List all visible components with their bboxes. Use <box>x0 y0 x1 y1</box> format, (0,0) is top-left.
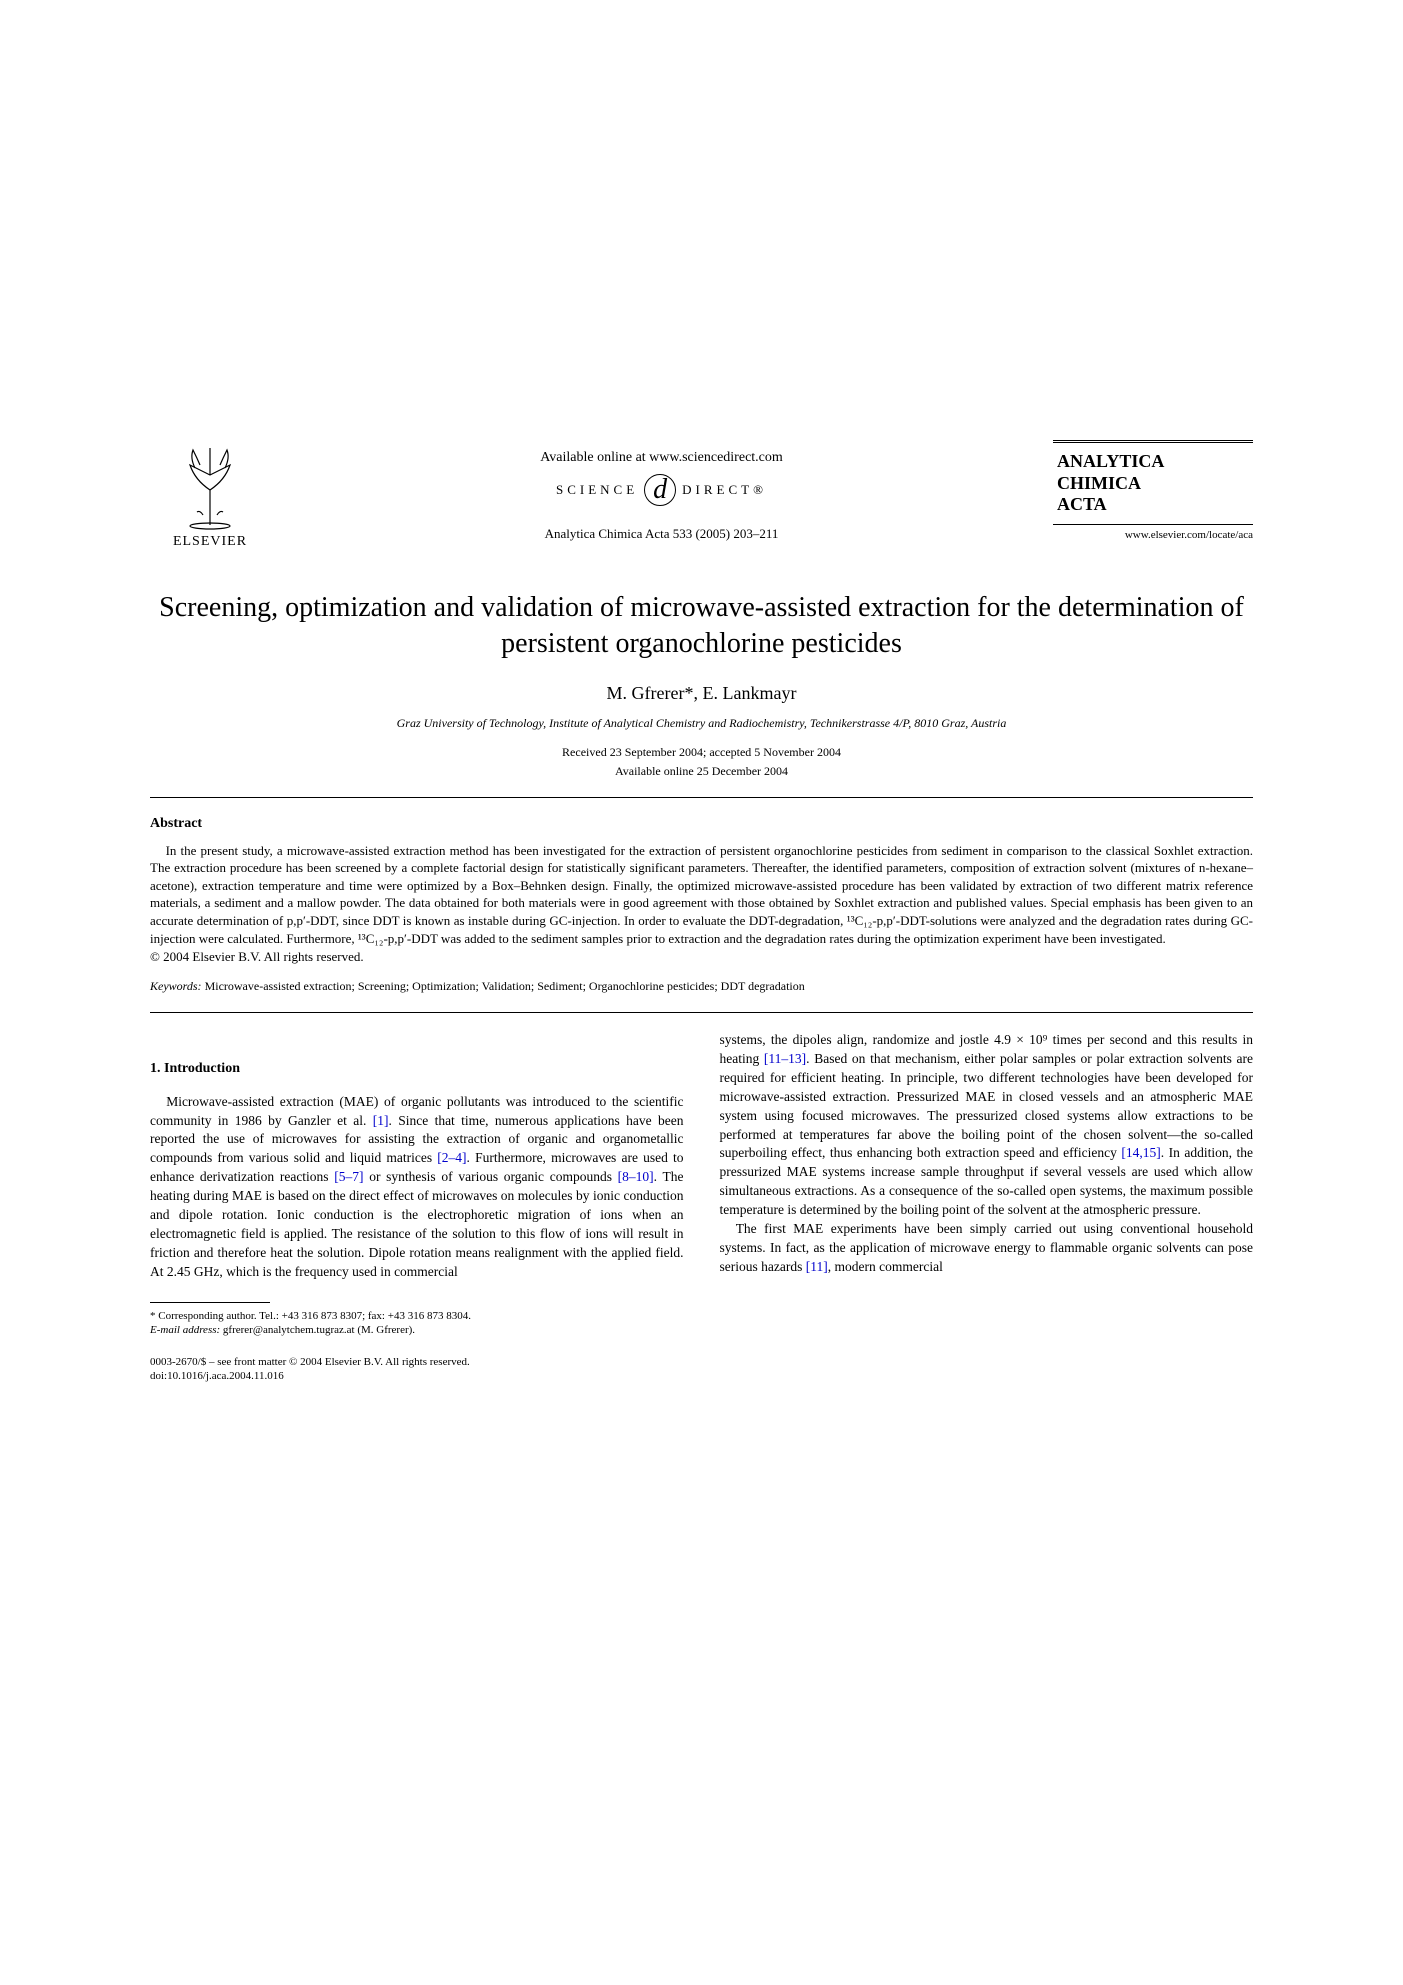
ref-link-11[interactable]: [11] <box>806 1259 828 1274</box>
ref-link-8-10[interactable]: [8–10] <box>618 1169 654 1184</box>
authors: M. Gfrerer*, E. Lankmayr <box>150 683 1253 704</box>
email-footnote: E-mail address: gfrerer@analytchem.tugra… <box>150 1323 684 1337</box>
center-header: Available online at www.sciencedirect.co… <box>270 440 1053 542</box>
column-left: 1. Introduction Microwave-assisted extra… <box>150 1031 684 1384</box>
email-label: E-mail address: <box>150 1324 220 1336</box>
keywords-label: Keywords: <box>150 979 202 993</box>
p3-b: , modern commercial <box>828 1259 943 1274</box>
journal-box-inner: ANALYTICA CHIMICA ACTA <box>1053 440 1253 525</box>
journal-box: ANALYTICA CHIMICA ACTA www.elsevier.com/… <box>1053 440 1253 541</box>
footnote-separator <box>150 1302 270 1303</box>
sciencedirect-left: SCIENCE <box>556 482 638 498</box>
sciencedirect-d-icon: d <box>644 474 676 506</box>
intro-paragraph-1-cont: systems, the dipoles align, randomize an… <box>720 1031 1254 1220</box>
received-date: Received 23 September 2004; accepted 5 N… <box>150 745 1253 760</box>
front-matter-line: 0003-2670/$ – see front matter © 2004 El… <box>150 1355 684 1369</box>
publisher-label: ELSEVIER <box>173 534 247 550</box>
ref-link-1[interactable]: [1] <box>373 1113 389 1128</box>
elsevier-tree-icon <box>165 440 255 530</box>
journal-url: www.elsevier.com/locate/aca <box>1053 529 1253 541</box>
sciencedirect-logo: SCIENCE d DIRECT® <box>270 474 1053 506</box>
doi-block: 0003-2670/$ – see front matter © 2004 El… <box>150 1355 684 1384</box>
p2-b: . Based on that mechanism, either polar … <box>720 1051 1254 1160</box>
ref-link-14-15[interactable]: [14,15] <box>1121 1145 1160 1160</box>
affiliation: Graz University of Technology, Institute… <box>150 716 1253 731</box>
header-row: ELSEVIER Available online at www.science… <box>150 440 1253 550</box>
ref-link-11-13[interactable]: [11–13] <box>764 1051 806 1066</box>
journal-name-line3: ACTA <box>1057 494 1249 516</box>
p1-d: or synthesis of various organic compound… <box>364 1169 618 1184</box>
available-online-text: Available online at www.sciencedirect.co… <box>270 450 1053 466</box>
keywords-text: Microwave-assisted extraction; Screening… <box>205 979 805 993</box>
article-title: Screening, optimization and validation o… <box>150 590 1253 663</box>
abstract-text: In the present study, a microwave-assist… <box>150 842 1253 947</box>
keywords: Keywords: Microwave-assisted extraction;… <box>150 979 1253 994</box>
divider-bottom <box>150 1012 1253 1013</box>
intro-paragraph-1: Microwave-assisted extraction (MAE) of o… <box>150 1093 684 1282</box>
abstract-heading: Abstract <box>150 816 1253 832</box>
journal-name-line2: CHIMICA <box>1057 473 1249 495</box>
column-right: systems, the dipoles align, randomize an… <box>720 1031 1254 1384</box>
p1-e: . The heating during MAE is based on the… <box>150 1169 684 1278</box>
journal-reference: Analytica Chimica Acta 533 (2005) 203–21… <box>270 526 1053 542</box>
section-1-heading: 1. Introduction <box>150 1059 684 1079</box>
sciencedirect-right: DIRECT® <box>682 482 767 498</box>
ref-link-5-7[interactable]: [5–7] <box>334 1169 363 1184</box>
doi-line: doi:10.1016/j.aca.2004.11.016 <box>150 1369 684 1383</box>
journal-name-line1: ANALYTICA <box>1057 451 1249 473</box>
p3-a: The first MAE experiments have been simp… <box>720 1221 1254 1274</box>
corresponding-author-footnote: * Corresponding author. Tel.: +43 316 87… <box>150 1309 684 1323</box>
divider-top <box>150 797 1253 798</box>
ref-link-2-4[interactable]: [2–4] <box>437 1150 466 1165</box>
body-columns: 1. Introduction Microwave-assisted extra… <box>150 1031 1253 1384</box>
abstract-copyright: © 2004 Elsevier B.V. All rights reserved… <box>150 949 1253 965</box>
email-address: gfrerer@analytchem.tugraz.at (M. Gfrerer… <box>223 1324 415 1336</box>
online-date: Available online 25 December 2004 <box>150 764 1253 779</box>
intro-paragraph-2: The first MAE experiments have been simp… <box>720 1220 1254 1277</box>
publisher-block: ELSEVIER <box>150 440 270 550</box>
